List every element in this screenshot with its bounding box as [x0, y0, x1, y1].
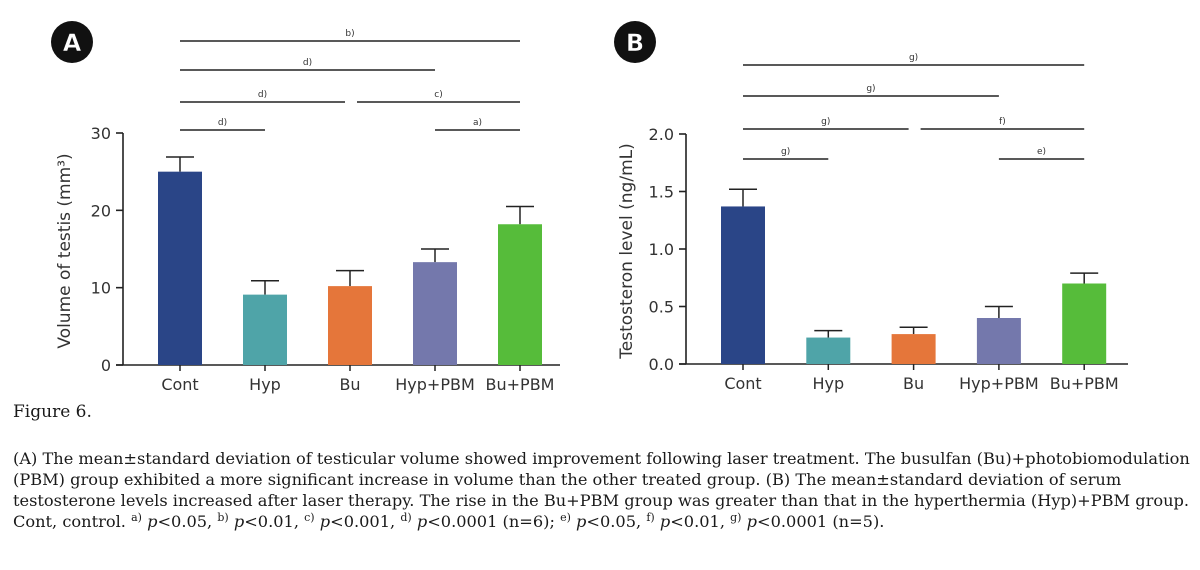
panel-b-testosterone-chart: B 0.0 0.5 1.0 1.5 2.0 Testosteron level (ng/mL… [614, 21, 1128, 393]
p-symbol: p [147, 512, 158, 531]
significance-label: d) [303, 58, 312, 68]
significance-label: b) [345, 29, 354, 39]
x-category-label: Cont [724, 374, 761, 393]
caption-text: <0.01, [244, 512, 305, 531]
significance-label: g) [909, 53, 918, 63]
p-symbol: p [746, 512, 758, 531]
x-category-label: Hyp+PBM [395, 375, 475, 394]
significance-label: d) [218, 118, 227, 128]
panel-letter: A [63, 29, 82, 57]
p-symbol: p [659, 512, 671, 531]
y-tick-label: 2.0 [649, 125, 674, 144]
significance-label: g) [781, 147, 790, 157]
x-category-label: Hyp+PBM [959, 374, 1039, 393]
panel-letter-badge [51, 21, 93, 63]
bar-hyp [243, 294, 287, 365]
x-category-label: Hyp [812, 374, 844, 393]
caption-text: <0.0001 (n=5). [757, 512, 885, 531]
x-category-label: Cont [161, 375, 198, 394]
significance-label: a) [473, 118, 482, 128]
p-symbol: p [233, 512, 245, 531]
significance-label: c) [434, 90, 442, 100]
significance-label: g) [866, 84, 875, 94]
caption-text: <0.0001 (n=6); [427, 512, 561, 531]
caption-text: <0.01, [670, 512, 731, 531]
footnote-marker: g) [730, 511, 742, 524]
p-symbol: p [576, 512, 587, 531]
y-tick-label: 30 [91, 124, 111, 143]
y-tick-label: 0.0 [649, 355, 674, 374]
y-tick-label: 1.5 [649, 183, 674, 202]
caption-text: (A) The mean±standard deviation of testi… [13, 449, 1190, 531]
y-axis-title: Testosteron level (ng/mL) [617, 143, 637, 359]
significance-label: e) [1037, 147, 1046, 157]
caption-text: <0.05, [157, 512, 218, 531]
significance-label: d) [258, 90, 267, 100]
caption-text: <0.05, [586, 512, 647, 531]
x-category-label: Hyp [249, 375, 281, 394]
footnote-marker: c) [304, 511, 315, 524]
caption-text: <0.001, [330, 512, 401, 531]
panel-a-volume-chart: A 0 10 20 30 Volume of testis (mm³) Cont Hyp Bu H… [51, 21, 560, 394]
bar-bu-pbm [1062, 283, 1107, 364]
footnote-marker: f) [646, 511, 655, 524]
bar-bu [891, 334, 936, 364]
significance-label: f) [999, 117, 1006, 127]
bar-cont [721, 206, 765, 364]
bar-hyp-pbm [413, 262, 457, 365]
y-tick-label: 0.5 [649, 298, 674, 317]
footnote-marker: e) [560, 511, 571, 524]
bar-cont [158, 171, 202, 365]
y-tick-label: 1.0 [649, 240, 674, 259]
figure-title: Figure 6. [13, 402, 92, 422]
footnote-marker: b) [217, 511, 229, 524]
x-category-label: Bu+PBM [1050, 374, 1119, 393]
p-symbol: p [319, 512, 331, 531]
footnote-marker: d) [400, 511, 412, 524]
bar-hyp-pbm [976, 318, 1021, 364]
figure-caption: (A) The mean±standard deviation of testi… [13, 448, 1193, 532]
footnote-marker: a) [131, 511, 142, 524]
bar-bu [328, 286, 372, 365]
bar-bu-pbm [498, 224, 542, 365]
y-tick-label: 20 [91, 201, 111, 220]
x-category-label: Bu [903, 374, 924, 393]
x-category-label: Bu [339, 375, 360, 394]
y-tick-label: 0 [101, 356, 111, 375]
y-tick-label: 10 [91, 279, 111, 298]
p-symbol: p [416, 512, 428, 531]
figure-6: A 0 10 20 30 Volume of testis (mm³) Cont Hyp Bu H… [51, 21, 1128, 394]
panel-letter-badge [614, 21, 656, 63]
bar-hyp [806, 337, 851, 364]
panel-letter: B [626, 29, 644, 57]
x-category-label: Bu+PBM [486, 375, 555, 394]
y-axis-title: Volume of testis (mm³) [55, 153, 75, 348]
significance-label: g) [821, 117, 830, 127]
